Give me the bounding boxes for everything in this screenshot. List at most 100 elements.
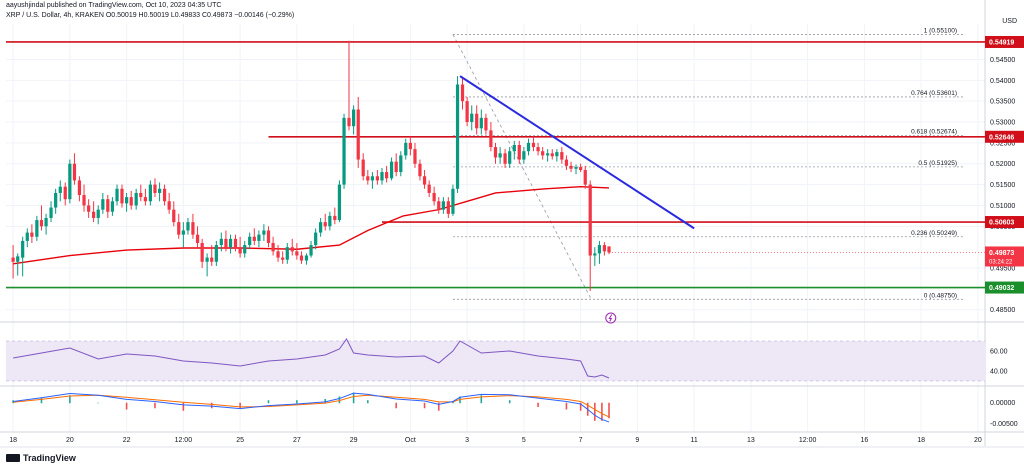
macd-histogram-bar [267, 400, 270, 404]
candle [153, 178, 157, 198]
candle-body [124, 197, 129, 204]
macd-histogram-bar [154, 402, 156, 409]
macd-histogram-bar [324, 398, 327, 404]
candle-body [375, 176, 379, 181]
candle-body [413, 149, 417, 164]
candle-body [285, 247, 289, 260]
candle [219, 232, 223, 252]
candle [418, 159, 422, 181]
candle [257, 230, 261, 248]
candle [569, 161, 573, 173]
candle [437, 197, 441, 214]
resistance-price-label: 0.52646 [989, 134, 1014, 141]
candle [337, 180, 342, 223]
tradingview-logo[interactable]: TradingView [6, 453, 76, 463]
macd-histogram-bar [508, 400, 511, 404]
candle-body [536, 147, 540, 152]
macd-histogram-bar [338, 396, 341, 404]
candle [252, 228, 256, 246]
candle [399, 151, 403, 177]
candle [276, 245, 280, 262]
macd-histogram-bar [210, 402, 213, 409]
macd-histogram-bar [395, 402, 397, 409]
candle-body [593, 253, 597, 256]
lightning-marker-bolt [608, 314, 613, 322]
time-tick-label: 20 [974, 437, 982, 444]
candle-body [252, 236, 256, 241]
candle [143, 188, 148, 206]
candle-body [162, 188, 167, 202]
candle [455, 76, 460, 193]
candle-body [49, 207, 53, 218]
macd-histogram-bar [97, 402, 100, 404]
candle-body [579, 167, 583, 170]
candle-body [503, 153, 507, 164]
candle-body [479, 117, 483, 129]
candle-body [205, 257, 209, 262]
candle [356, 97, 360, 168]
candle [394, 153, 398, 177]
tradingview-logo-icon [6, 454, 20, 462]
candle [536, 142, 540, 156]
time-tick-label: 18 [917, 437, 925, 444]
candle-body [508, 151, 512, 164]
candle [314, 228, 318, 250]
candle-body [87, 205, 91, 212]
resistance-price-tag [985, 216, 1024, 229]
candle [177, 213, 181, 239]
candle [58, 180, 62, 202]
candle [328, 211, 332, 231]
candle [361, 153, 365, 181]
candle-body [517, 144, 521, 160]
candle [181, 222, 185, 248]
candle [299, 251, 304, 264]
candle-body [550, 153, 554, 157]
candle [607, 246, 611, 255]
time-tick-label: 12:00 [799, 437, 817, 444]
candle [465, 97, 469, 127]
candle [333, 207, 337, 225]
candle [560, 147, 564, 164]
candle-body [68, 163, 72, 200]
fibonacci-retracement [452, 34, 965, 300]
candle-body [319, 222, 323, 233]
candle-body [404, 142, 408, 156]
candle-body [541, 151, 545, 156]
candle [531, 136, 536, 152]
macd-histogram-bar [69, 395, 71, 404]
candle-body [366, 176, 370, 181]
time-tick-label: Oct [405, 437, 416, 444]
candle [82, 184, 86, 212]
candle [583, 165, 587, 189]
candle [574, 164, 578, 175]
candle-body [309, 245, 313, 256]
candle [281, 251, 285, 264]
last-price-tag [985, 246, 1024, 267]
candle-body [356, 109, 360, 160]
price-tick-label: 0.49500 [990, 266, 1015, 273]
candle [375, 170, 379, 185]
candle [115, 184, 119, 206]
candle [460, 78, 465, 110]
candle-body [337, 184, 342, 221]
candle-body [195, 234, 200, 243]
macd-line [13, 392, 610, 423]
symbol-ohlc-line[interactable]: XRP / U.S. Dollar, 4h, KRAKEN O0.50019 H… [6, 12, 295, 19]
fib-level-label: 0 (0.48750) [924, 292, 957, 299]
candle [238, 236, 242, 258]
candle [262, 224, 266, 241]
candle-body [186, 222, 190, 231]
candle-body [588, 184, 592, 256]
candle [550, 149, 554, 160]
time-tick-label: 27 [293, 437, 301, 444]
candle [290, 238, 294, 256]
time-tick-label: 29 [350, 437, 358, 444]
candle-body [181, 230, 185, 235]
candle [503, 149, 507, 168]
candle-body [54, 192, 58, 208]
candle [266, 226, 271, 248]
candle-body [408, 142, 412, 150]
candle-body [460, 84, 465, 102]
macd-signal-line [13, 394, 610, 418]
